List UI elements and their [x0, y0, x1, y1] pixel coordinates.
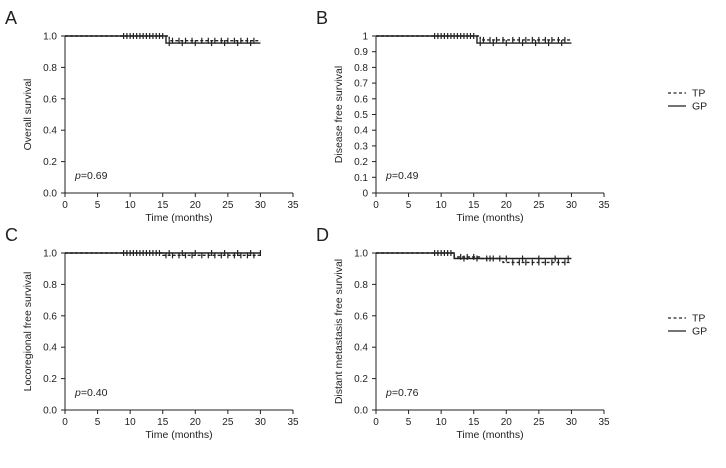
y-tick-label: 0.4	[354, 343, 368, 354]
x-tick-label: 5	[406, 200, 412, 211]
p-value: p=0.69	[74, 170, 108, 182]
p-value: p=0.76	[385, 387, 419, 399]
x-tick-label: 25	[222, 200, 234, 211]
y-tick-label: 1.0	[354, 249, 368, 260]
panel-letter-c: C	[5, 225, 18, 245]
x-tick-label: 25	[222, 417, 234, 428]
x-tick-label: 0	[62, 417, 68, 428]
legend-top-gp-label: GP	[692, 101, 707, 113]
x-tick-label: 35	[287, 417, 299, 428]
survival-curve-gp	[376, 35, 572, 44]
survival-curve-gp	[376, 252, 572, 260]
x-tick-label: 25	[533, 417, 545, 428]
x-tick-label: 30	[255, 200, 267, 211]
y-tick-label: 0.6	[354, 94, 368, 105]
y-tick-label: 0.8	[354, 280, 368, 291]
y-tick-label: 0.2	[354, 374, 368, 385]
x-tick-label: 0	[373, 200, 379, 211]
y-tick-label: 0.2	[43, 157, 57, 168]
panel-letter-d: D	[316, 225, 329, 245]
x-tick-label: 10	[125, 417, 137, 428]
legend-bottom-gp-label: GP	[692, 326, 707, 338]
y-tick-label: 0.0	[43, 406, 57, 417]
x-tick-label: 35	[287, 200, 299, 211]
y-tick-label: 0.6	[354, 311, 368, 322]
y-tick-label: 0.5	[354, 110, 368, 121]
x-tick-label: 10	[436, 417, 448, 428]
panel-b: B00.10.20.30.40.50.60.70.80.910 5 10 15 20 25…	[316, 8, 610, 224]
y-tick-label: 0.2	[43, 374, 57, 385]
legend-top-tp-label: TP	[692, 88, 705, 100]
y-axis-label: Distant metastasis free survival	[333, 259, 345, 404]
x-tick-label: 10	[125, 200, 137, 211]
x-tick-label: 30	[255, 417, 267, 428]
y-tick-label: 0.9	[354, 47, 368, 58]
y-tick-label: 0.4	[43, 126, 57, 137]
x-tick-label: 30	[566, 200, 578, 211]
x-tick-label: 5	[95, 200, 101, 211]
x-tick-label: 0	[62, 200, 68, 211]
survival-curve-gp	[65, 35, 261, 44]
x-tick-label: 0	[373, 417, 379, 428]
p-value: p=0.40	[74, 387, 108, 399]
y-tick-label: 0.1	[354, 173, 368, 184]
y-tick-label: 0.6	[43, 311, 57, 322]
x-tick-label: 25	[533, 200, 545, 211]
y-tick-label: 1.0	[43, 249, 57, 260]
x-tick-label: 5	[95, 417, 101, 428]
p-value: p=0.49	[385, 170, 419, 182]
x-tick-label: 15	[468, 417, 480, 428]
y-tick-label: 0	[362, 189, 368, 200]
y-tick-label: 0.7	[354, 79, 368, 90]
x-axis-label: Time (months)	[456, 212, 523, 224]
x-tick-label: 35	[598, 417, 610, 428]
panel-c: C 0.0 0.2 0.4 0.6 0.8 1.0 0 5 10 15 20 25 30 35 Time (m…	[5, 225, 299, 441]
x-tick-label: 10	[436, 200, 448, 211]
x-tick-label: 30	[566, 417, 578, 428]
y-tick-label: 1	[362, 32, 368, 43]
x-tick-label: 20	[190, 417, 202, 428]
y-tick-label: 0.8	[354, 63, 368, 74]
panel-d: D 0.0 0.2 0.4 0.6 0.8 1.0 0 5 10 15 20 25 30 35 Time (m…	[316, 225, 610, 441]
x-tick-label: 5	[406, 417, 412, 428]
x-axis-label: Time (months)	[145, 212, 212, 224]
y-tick-label: 0.8	[43, 280, 57, 291]
y-tick-label: 1.0	[43, 32, 57, 43]
panel-letter-a: A	[5, 8, 17, 28]
x-tick-label: 20	[190, 200, 202, 211]
x-tick-label: 15	[157, 200, 169, 211]
y-tick-label: 0.0	[354, 406, 368, 417]
panel-letter-b: B	[316, 8, 328, 28]
x-tick-label: 20	[501, 417, 513, 428]
y-tick-label: 0.2	[354, 157, 368, 168]
legend-top: TP GP	[668, 88, 707, 113]
survival-curve-tp	[376, 252, 572, 264]
legend-bottom-tp-label: TP	[692, 313, 705, 325]
y-tick-label: 0.3	[354, 141, 368, 152]
legend-bottom: TP GP	[668, 313, 707, 338]
x-tick-label: 15	[157, 417, 169, 428]
x-tick-label: 35	[598, 200, 610, 211]
x-axis-label: Time (months)	[456, 429, 523, 441]
y-tick-label: 0.4	[354, 126, 368, 137]
x-tick-label: 20	[501, 200, 513, 211]
x-axis-label: Time (months)	[145, 429, 212, 441]
x-tick-label: 15	[468, 200, 480, 211]
y-axis-label: Locoregional free survival	[22, 272, 34, 392]
y-tick-label: 0.0	[43, 189, 57, 200]
y-tick-label: 0.8	[43, 63, 57, 74]
y-tick-label: 0.6	[43, 94, 57, 105]
panel-a: A 0.0 0.2 0.4 0.6 0.8 1.0 0 5 10 15 20 25 30 35 Time (m…	[5, 8, 299, 224]
y-axis-label: Disease free survival	[333, 66, 345, 163]
y-tick-label: 0.4	[43, 343, 57, 354]
y-axis-label: Overall survival	[22, 79, 34, 151]
